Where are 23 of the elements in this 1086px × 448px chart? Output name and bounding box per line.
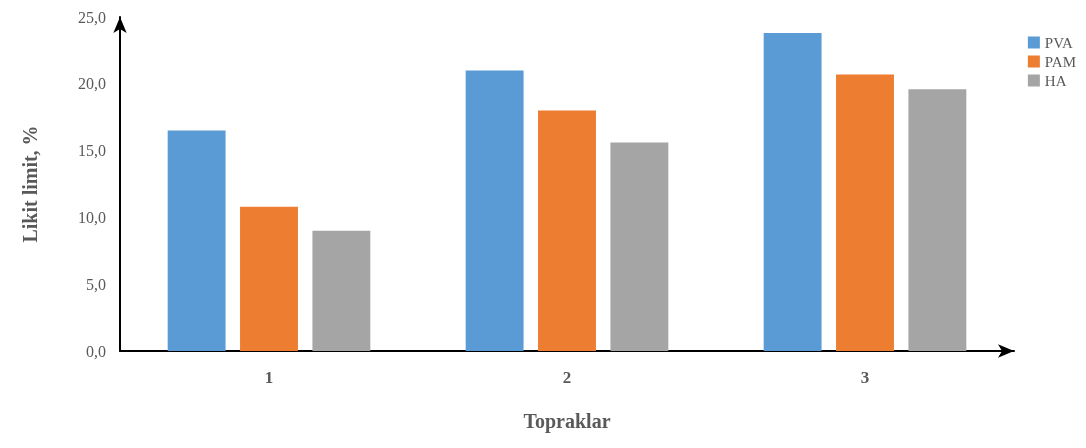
y-tick-label: 10,0 (78, 208, 106, 226)
y-tick-label: 20,0 (78, 75, 106, 93)
x-tick-label: 3 (860, 368, 870, 387)
x-tick-label: 1 (264, 368, 274, 387)
y-tick-label: 0,0 (86, 342, 106, 360)
y-axis-title: Likit limit, % (19, 125, 41, 243)
y-tick-label: 15,0 (78, 142, 106, 160)
bar (465, 70, 524, 351)
bar (836, 74, 894, 351)
bar (538, 110, 596, 351)
bar (908, 89, 967, 351)
legend-label: HA (1044, 72, 1067, 89)
legend-label: PAM (1044, 53, 1077, 70)
x-axis-title: Topraklar (523, 410, 611, 433)
bar (610, 142, 669, 351)
bar (312, 230, 371, 351)
y-tick-label: 5,0 (86, 275, 106, 293)
bar (240, 206, 298, 351)
bar (167, 130, 226, 351)
y-tick-label: 25,0 (78, 8, 106, 26)
legend-label: PVA (1044, 34, 1074, 51)
x-tick-label: 2 (562, 368, 572, 387)
bar (763, 33, 822, 351)
